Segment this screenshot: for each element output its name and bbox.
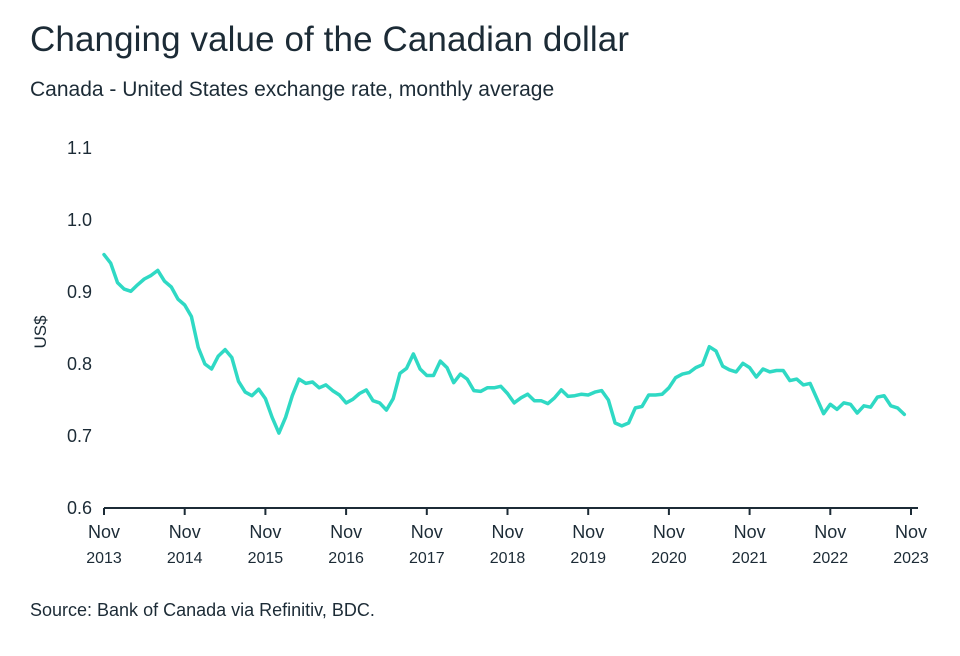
x-tick-year: 2020	[651, 550, 687, 567]
x-tick-year: 2013	[86, 550, 122, 567]
x-tick-year: 2015	[248, 550, 284, 567]
series-layer	[102, 252, 907, 435]
x-tick-year: 2016	[328, 550, 364, 567]
x-tick-label: Nov	[491, 522, 523, 542]
x-tick-year: 2017	[409, 550, 445, 567]
x-tick-year: 2019	[570, 550, 606, 567]
x-tick-year: 2014	[167, 550, 203, 567]
y-tick-label: 0.8	[67, 354, 92, 374]
exchange-rate-chart: 0.6 0.7 0.8 0.9 1.0 1.1 Nov 2013 Nov 2014 Nov 2015…	[31, 138, 929, 567]
x-tick-label: Nov	[653, 522, 685, 542]
x-tick-label: Nov	[249, 522, 281, 542]
x-tick-label: Nov	[814, 522, 846, 542]
y-axis-label: US$	[31, 315, 50, 349]
y-tick-label: 0.9	[67, 282, 92, 302]
x-tick-year: 2018	[490, 550, 526, 567]
y-tick-label: 1.0	[67, 210, 92, 230]
x-tick-year: 2021	[732, 550, 768, 567]
y-tick-label: 0.7	[67, 426, 92, 446]
chart-subtitle: Canada - United States exchange rate, mo…	[30, 78, 555, 101]
x-tick-label: Nov	[734, 522, 766, 542]
exchange-rate-line	[102, 252, 907, 435]
y-tick-label: 0.6	[67, 498, 92, 518]
x-tick-label: Nov	[169, 522, 201, 542]
x-axis: Nov 2013 Nov 2014 Nov 2015 Nov 2016 Nov 2017 Nov 20…	[86, 507, 929, 567]
x-tick-year: 2023	[893, 550, 929, 567]
x-tick-label: Nov	[88, 522, 120, 542]
x-tick-label: Nov	[895, 522, 927, 542]
x-tick-label: Nov	[330, 522, 362, 542]
x-tick-year: 2022	[813, 550, 849, 567]
x-tick-label: Nov	[572, 522, 604, 542]
chart-title: Changing value of the Canadian dollar	[30, 20, 630, 59]
y-tick-label: 1.1	[67, 138, 92, 158]
source-note: Source: Bank of Canada via Refinitiv, BD…	[30, 600, 375, 620]
y-axis: 0.6 0.7 0.8 0.9 1.0 1.1	[67, 138, 92, 518]
x-tick-label: Nov	[411, 522, 443, 542]
